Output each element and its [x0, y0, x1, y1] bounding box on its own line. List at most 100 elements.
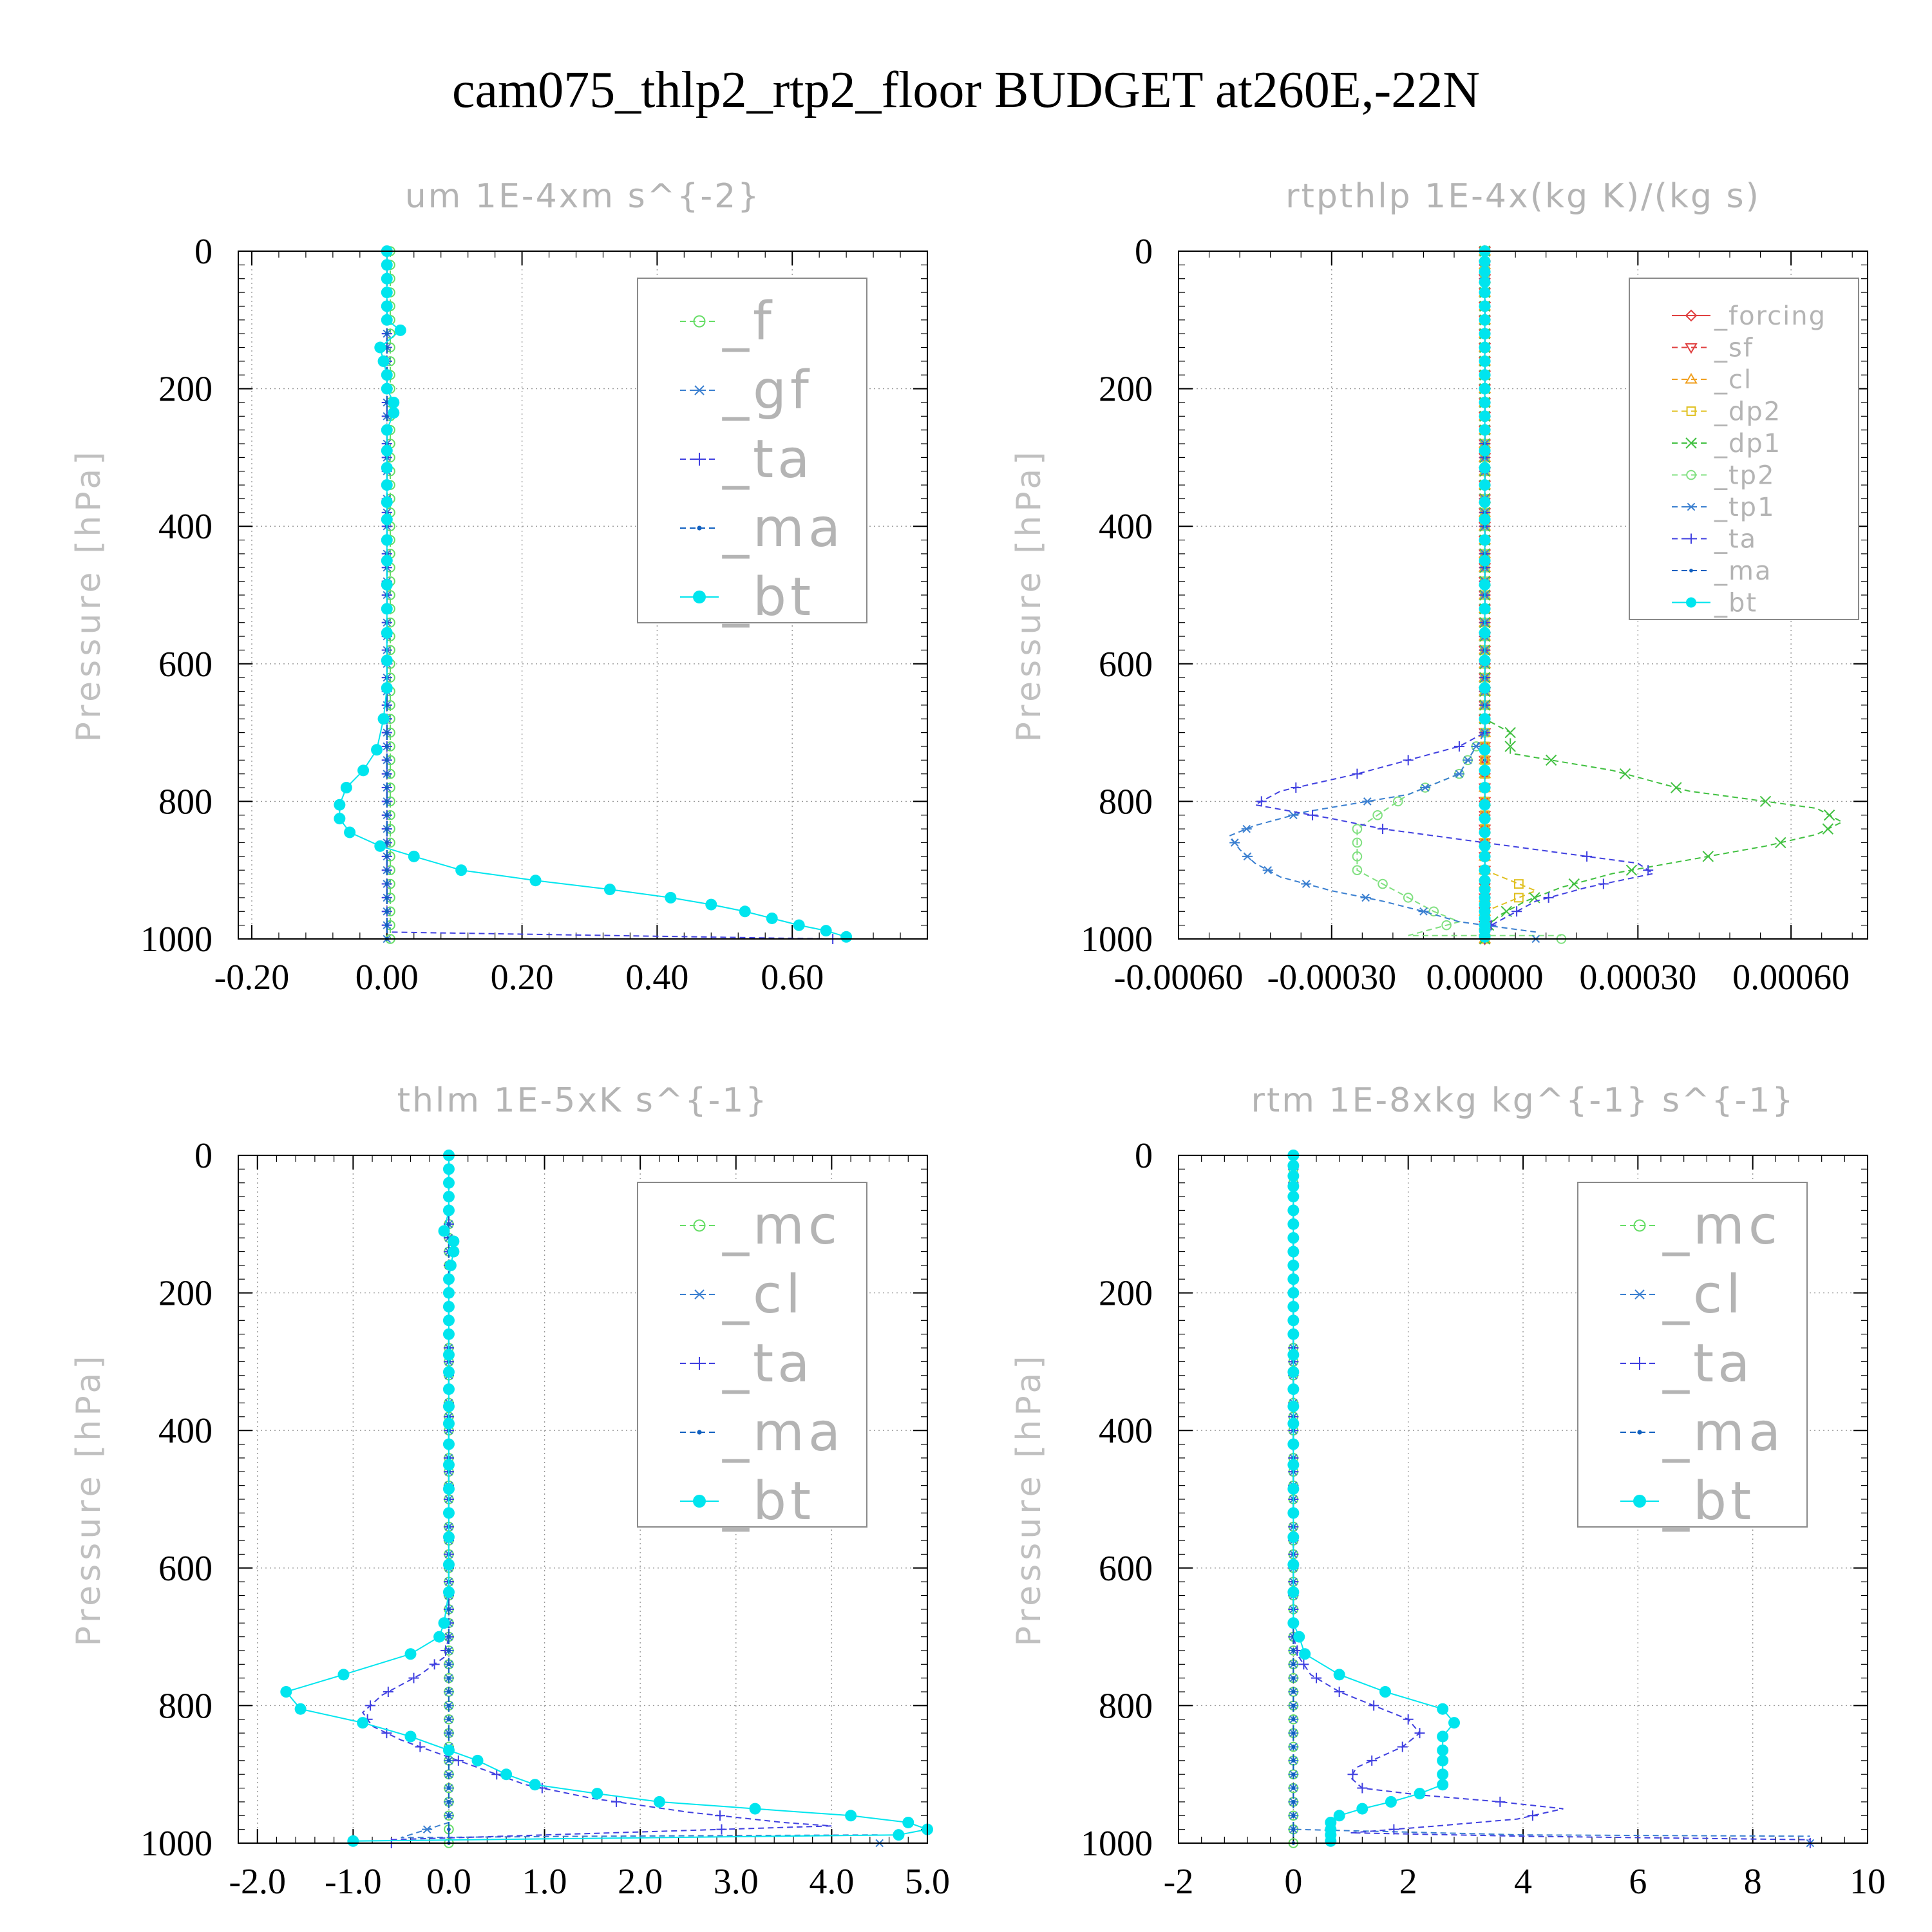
data-point [1287, 1438, 1300, 1450]
legend-label: _tp1 [1714, 493, 1776, 522]
x-tick-label: 0.00030 [1579, 958, 1696, 998]
legend-item: _ta [680, 1333, 810, 1394]
data-point [447, 1607, 451, 1611]
data-point [1822, 823, 1834, 835]
data-point [1311, 1672, 1321, 1683]
data-point [1479, 764, 1491, 777]
data-point [1287, 1232, 1300, 1244]
data-point [384, 896, 389, 900]
data-point [1287, 1417, 1300, 1430]
data-point [1463, 756, 1473, 764]
data-point [377, 355, 390, 367]
data-point [442, 1400, 455, 1412]
legend-item: _bt [680, 567, 811, 628]
data-point [1437, 1744, 1449, 1756]
data-point [1479, 884, 1491, 896]
data-point [447, 1222, 451, 1226]
legend-label: _dp1 [1714, 429, 1781, 459]
data-point [384, 772, 389, 776]
data-point [1397, 1741, 1408, 1752]
legend-item: _gf [680, 360, 809, 421]
data-point [1388, 1824, 1399, 1835]
data-point [1287, 1300, 1300, 1312]
data-point [1479, 744, 1491, 756]
legend-item: _ma [680, 498, 840, 559]
data-point [448, 1235, 460, 1247]
data-point [1545, 754, 1557, 766]
data-point [1428, 906, 1439, 917]
data-point [1362, 797, 1373, 806]
data-point [1241, 824, 1252, 833]
y-tick-label: 200 [158, 370, 213, 410]
data-point [381, 479, 393, 491]
data-point [1287, 1191, 1300, 1203]
data-point [294, 1703, 307, 1715]
data-point [384, 854, 389, 858]
legend-item: _forcing [1672, 301, 1825, 331]
x-tick-label: -0.00030 [1267, 958, 1396, 998]
data-point [1437, 1703, 1449, 1715]
data-point [374, 341, 386, 354]
data-point [442, 1366, 455, 1378]
data-point [442, 1163, 455, 1175]
series-line [285, 1155, 930, 1842]
data-point [1619, 768, 1631, 780]
data-point [1513, 893, 1524, 903]
legend-item: _bt [1620, 1471, 1751, 1532]
data-point [394, 324, 406, 336]
data-point [1479, 534, 1491, 546]
data-point [1291, 1731, 1296, 1736]
data-point [1347, 1769, 1358, 1780]
data-point [442, 1273, 455, 1285]
series-line [1293, 1155, 1810, 1841]
legend-label: _cl [1714, 365, 1752, 395]
legend-marker [693, 1219, 706, 1232]
data-point [845, 1810, 857, 1822]
data-point [1287, 1314, 1300, 1327]
x-tick-label: -2.0 [229, 1862, 286, 1902]
data-point [384, 703, 389, 707]
legend-label: _tp2 [1714, 461, 1776, 491]
data-point [1671, 782, 1682, 793]
data-point [381, 369, 393, 381]
data-point [1287, 1459, 1300, 1471]
y-tick-label: 200 [158, 1274, 213, 1314]
data-point [1229, 838, 1240, 847]
data-point [384, 868, 389, 873]
data-point [1378, 824, 1388, 835]
data-point [1479, 328, 1491, 340]
data-point [1511, 906, 1522, 917]
data-point [388, 406, 400, 419]
data-point [442, 1586, 455, 1598]
data-point [384, 730, 389, 735]
y-tick-label: 0 [1135, 232, 1153, 272]
data-point [1256, 796, 1267, 807]
x-tick-label: 2.0 [618, 1862, 663, 1902]
data-point [1479, 654, 1491, 667]
data-point [384, 744, 389, 748]
data-point [388, 396, 400, 408]
y-axis-label: Pressure [hPa] [70, 1352, 108, 1647]
x-tick-label: 2 [1399, 1862, 1417, 1902]
x-tick-label: -0.00060 [1114, 958, 1244, 998]
data-point [381, 444, 393, 457]
x-tick-label: 3.0 [714, 1862, 759, 1902]
data-point [1441, 920, 1452, 931]
data-point [381, 578, 393, 591]
data-point [384, 840, 389, 845]
data-point [384, 332, 389, 336]
x-tick-label: 8 [1744, 1862, 1762, 1902]
data-point [1479, 682, 1491, 694]
data-point [1479, 410, 1491, 422]
data-point [1352, 865, 1363, 875]
data-point [1625, 864, 1638, 876]
legend-marker [1686, 406, 1696, 416]
data-point [442, 1191, 455, 1203]
data-point [1479, 462, 1491, 474]
data-point [442, 1744, 455, 1756]
data-point [442, 1300, 455, 1312]
data-point [442, 1177, 455, 1189]
data-point [1333, 1810, 1345, 1822]
legend: _mc _cl _ta _ma _bt [637, 1182, 867, 1532]
data-point [1479, 875, 1491, 887]
